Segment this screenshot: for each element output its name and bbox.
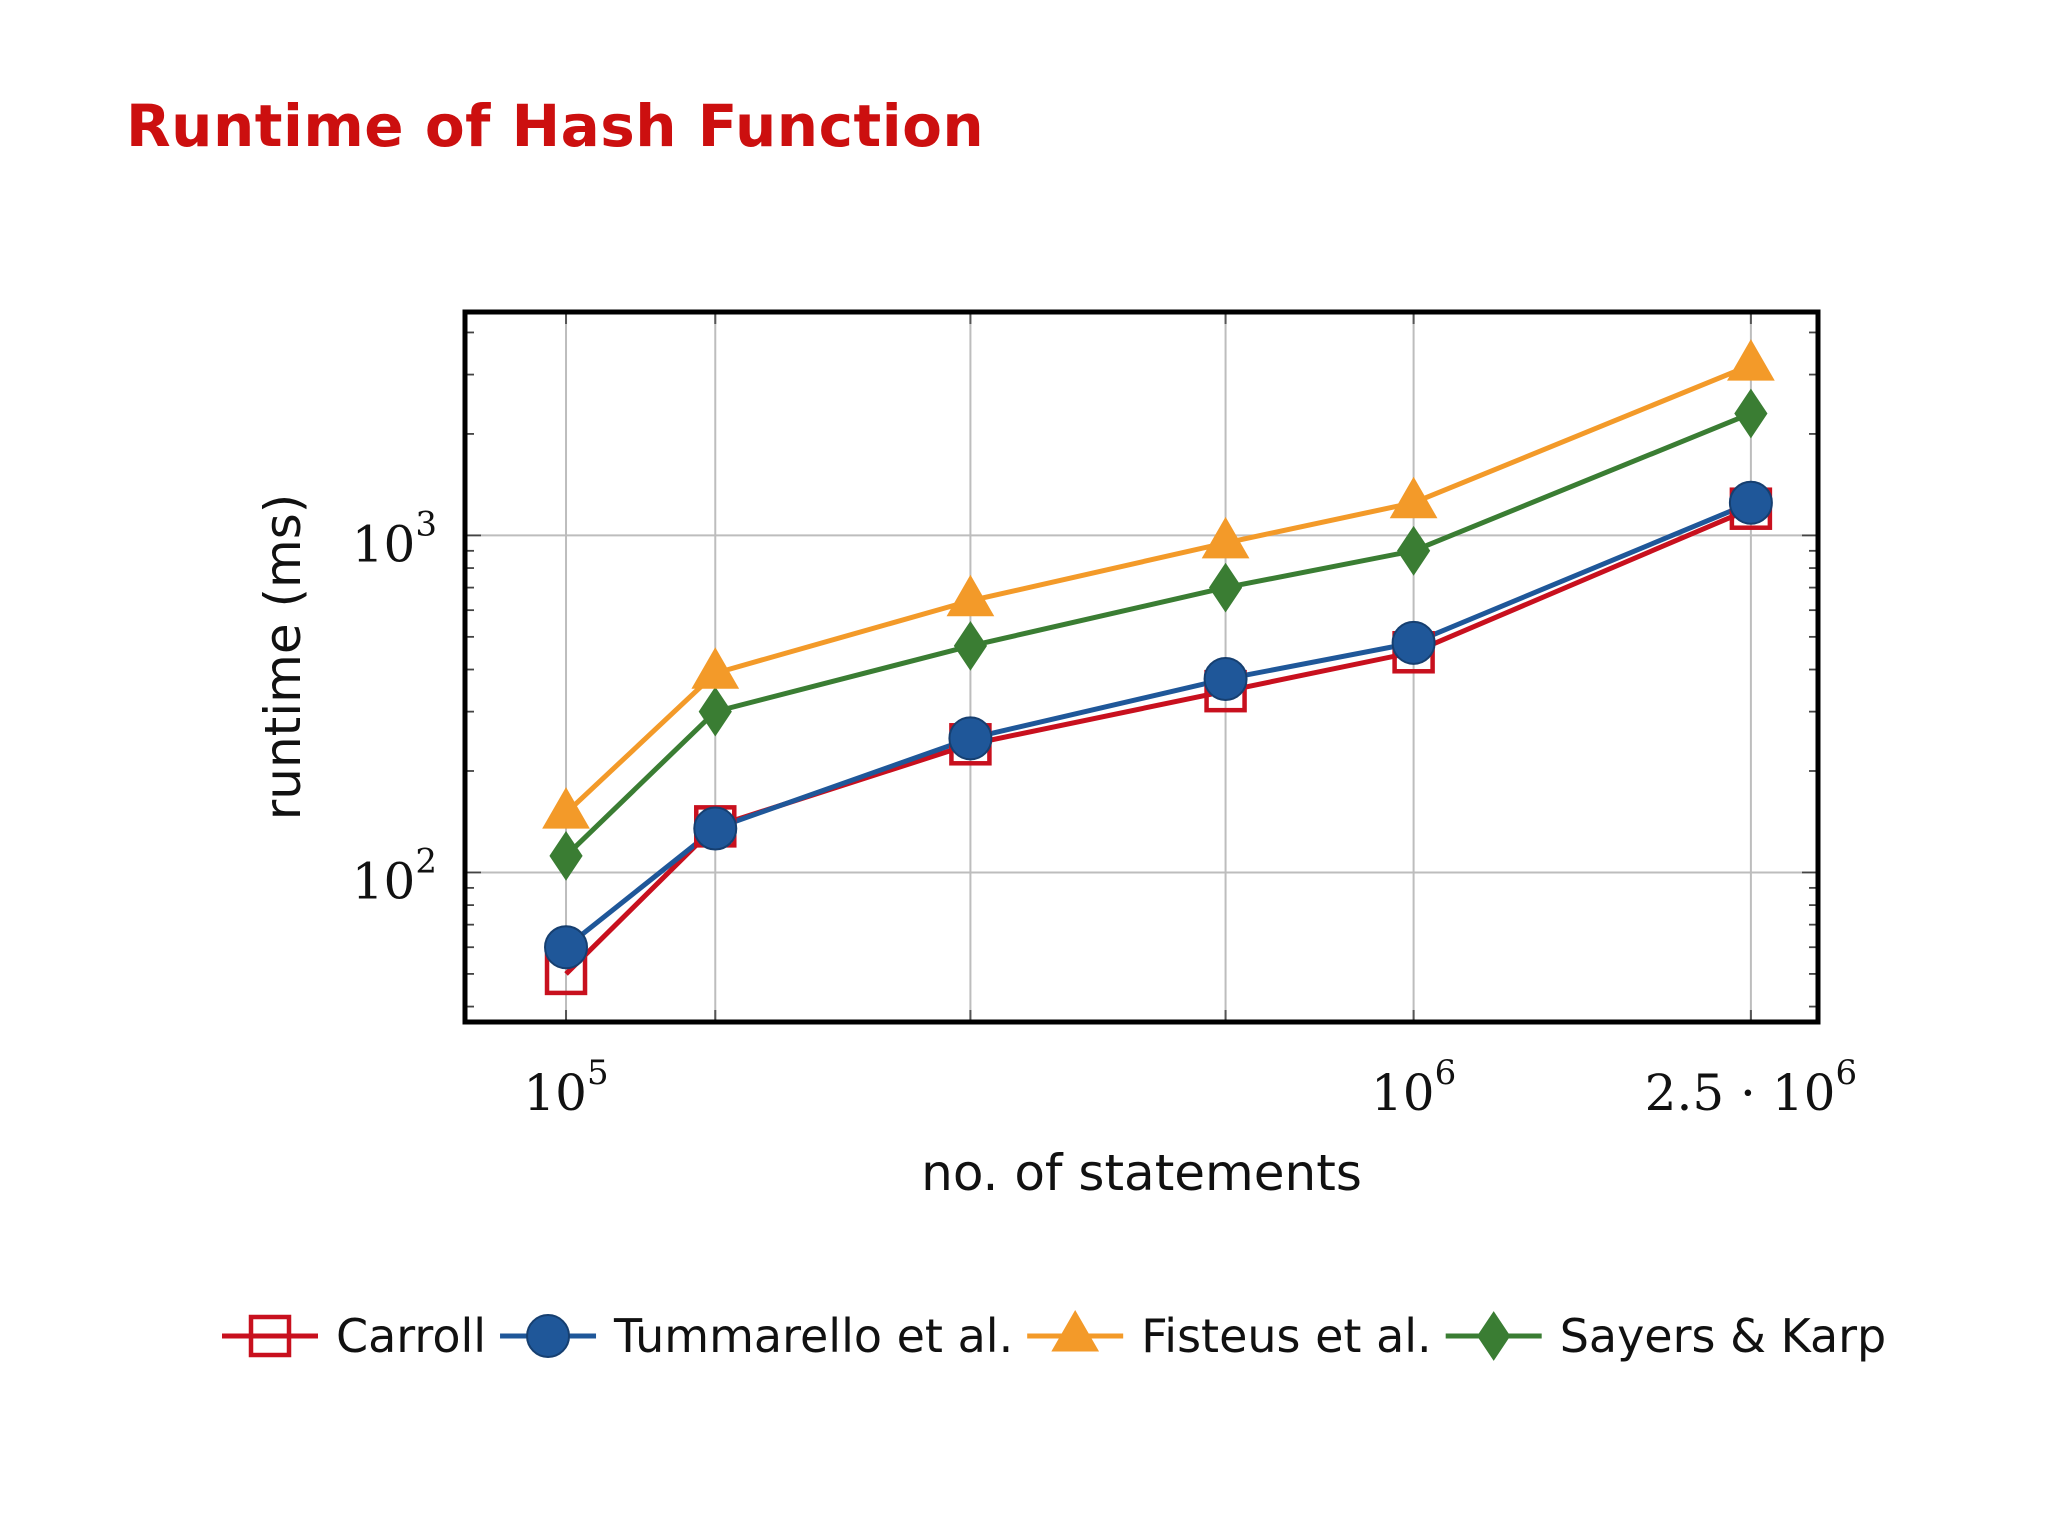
plot-frame bbox=[462, 309, 1821, 1025]
series-2-point bbox=[1389, 476, 1438, 519]
series-3-point bbox=[953, 621, 988, 671]
legend-marker bbox=[526, 1314, 571, 1358]
legend-item-1: Tummarello et al. bbox=[500, 1309, 1013, 1363]
series-3-point bbox=[698, 686, 732, 737]
series-2-point bbox=[1201, 516, 1250, 559]
x-tick-label: 106 bbox=[1371, 1053, 1456, 1122]
legend-marker bbox=[248, 1314, 292, 1358]
legend-item-0: Carroll bbox=[222, 1309, 486, 1363]
series-2-point bbox=[542, 787, 590, 829]
legend-marker bbox=[1477, 1311, 1511, 1361]
x-tick-label: 2.5 · 106 bbox=[1645, 1053, 1857, 1122]
series-2-point bbox=[691, 647, 740, 689]
series-1-point bbox=[693, 806, 738, 851]
legend-item-2: Fisteus et al. bbox=[1027, 1309, 1432, 1363]
series-line-3 bbox=[564, 411, 1752, 858]
series-1-point bbox=[544, 925, 589, 970]
y-axis-label: runtime (ms) bbox=[254, 494, 312, 821]
series-1-point bbox=[1391, 620, 1436, 665]
x-tick-labels: 105 106 2.5 · 106 bbox=[523, 1053, 1857, 1122]
y-tick-labels: 102 103 bbox=[352, 504, 437, 910]
series-1-point bbox=[948, 716, 993, 761]
series-1-point bbox=[1728, 480, 1773, 525]
legend-label: Fisteus et al. bbox=[1141, 1309, 1432, 1363]
minor-ticks bbox=[465, 331, 1818, 1008]
series-markers bbox=[542, 339, 1775, 996]
y-tick-label: 102 bbox=[352, 841, 437, 910]
series-lines bbox=[564, 362, 1752, 976]
y-tick-label: 103 bbox=[352, 504, 437, 573]
series-line-2 bbox=[564, 362, 1752, 815]
series-3-point bbox=[1397, 525, 1431, 576]
legend: Carroll Tummarello et al. Fisteus et al. Sa… bbox=[222, 1309, 1886, 1363]
legend-label: Tummarello et al. bbox=[613, 1309, 1013, 1363]
x-axis-label: no. of statements bbox=[921, 1144, 1362, 1202]
series-2-point bbox=[1727, 339, 1775, 381]
series-2-point bbox=[946, 574, 995, 617]
slide-title: Runtime of Hash Function bbox=[126, 92, 985, 160]
series-line-1 bbox=[564, 500, 1752, 950]
legend-label: Carroll bbox=[336, 1309, 486, 1363]
legend-item-3: Sayers & Karp bbox=[1445, 1309, 1887, 1363]
x-tick-label: 105 bbox=[523, 1053, 608, 1122]
series-3-point bbox=[549, 830, 583, 881]
legend-label: Sayers & Karp bbox=[1560, 1309, 1887, 1363]
series-3-point bbox=[1208, 562, 1243, 613]
series-3-point bbox=[1734, 388, 1768, 439]
series-1-point bbox=[1203, 656, 1248, 701]
legend-marker bbox=[1051, 1309, 1100, 1352]
